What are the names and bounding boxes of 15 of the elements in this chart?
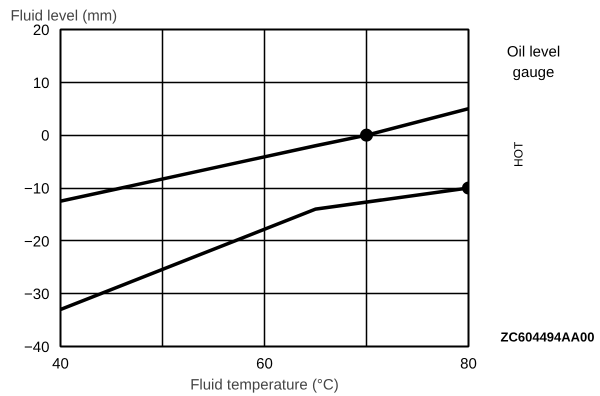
x-tick-label: 60 [256,356,273,372]
y-tick-label: −20 [24,233,50,250]
y-tick-label: −40 [24,339,50,356]
y-tick-label: −10 [24,180,50,198]
text: HOT [512,141,526,168]
text: Oil level gauge [506,44,560,82]
y-axis-title: Fluid level (mm) [10,8,118,24]
text: ZC604494AA00 [500,329,595,344]
y-tick-label: 20 [32,22,50,39]
x-tick-label: 40 [52,356,69,372]
y-tick-label: 0 [41,128,50,145]
x-axis-title: Fluid temperature (°C) [190,376,339,394]
x-tick-label: 80 [460,356,477,372]
y-tick-label: −30 [24,286,50,304]
y-tick-label: 10 [32,74,50,92]
